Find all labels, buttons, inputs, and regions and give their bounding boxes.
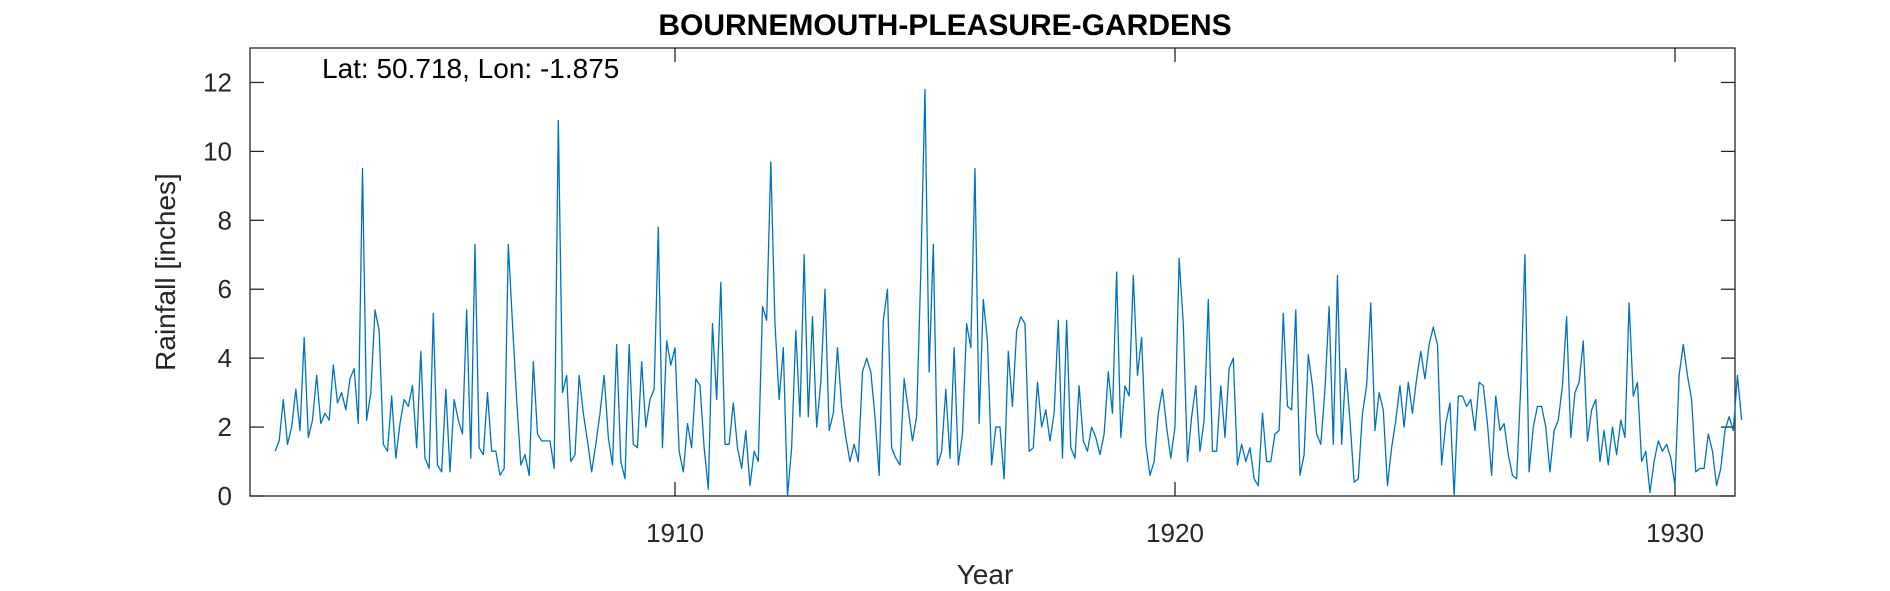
x-tick-label: 1910 [646, 518, 704, 548]
x-tick-label: 1930 [1646, 518, 1704, 548]
x-axis-label: Year [957, 559, 1014, 590]
location-annotation: Lat: 50.718, Lon: -1.875 [322, 53, 619, 84]
y-tick-label: 10 [203, 136, 232, 166]
y-tick-label: 6 [218, 274, 232, 304]
y-tick-label: 2 [218, 412, 232, 442]
x-tick-label: 1920 [1146, 518, 1204, 548]
y-tick-label: 0 [218, 481, 232, 511]
chart-title: BOURNEMOUTH-PLEASURE-GARDENS [658, 9, 1231, 42]
axis-tick-labels: 0 2 4 6 8 10 12 1910 1920 1930 [203, 67, 1704, 548]
y-tick-label: 4 [218, 343, 232, 373]
y-tick-label: 12 [203, 67, 232, 97]
axis-ticks [250, 48, 1735, 497]
y-axis-label: Rainfall [inches] [150, 173, 181, 371]
rainfall-series-line [274, 88, 1743, 497]
plot-area-frame [249, 47, 1736, 497]
y-tick-label: 8 [218, 205, 232, 235]
